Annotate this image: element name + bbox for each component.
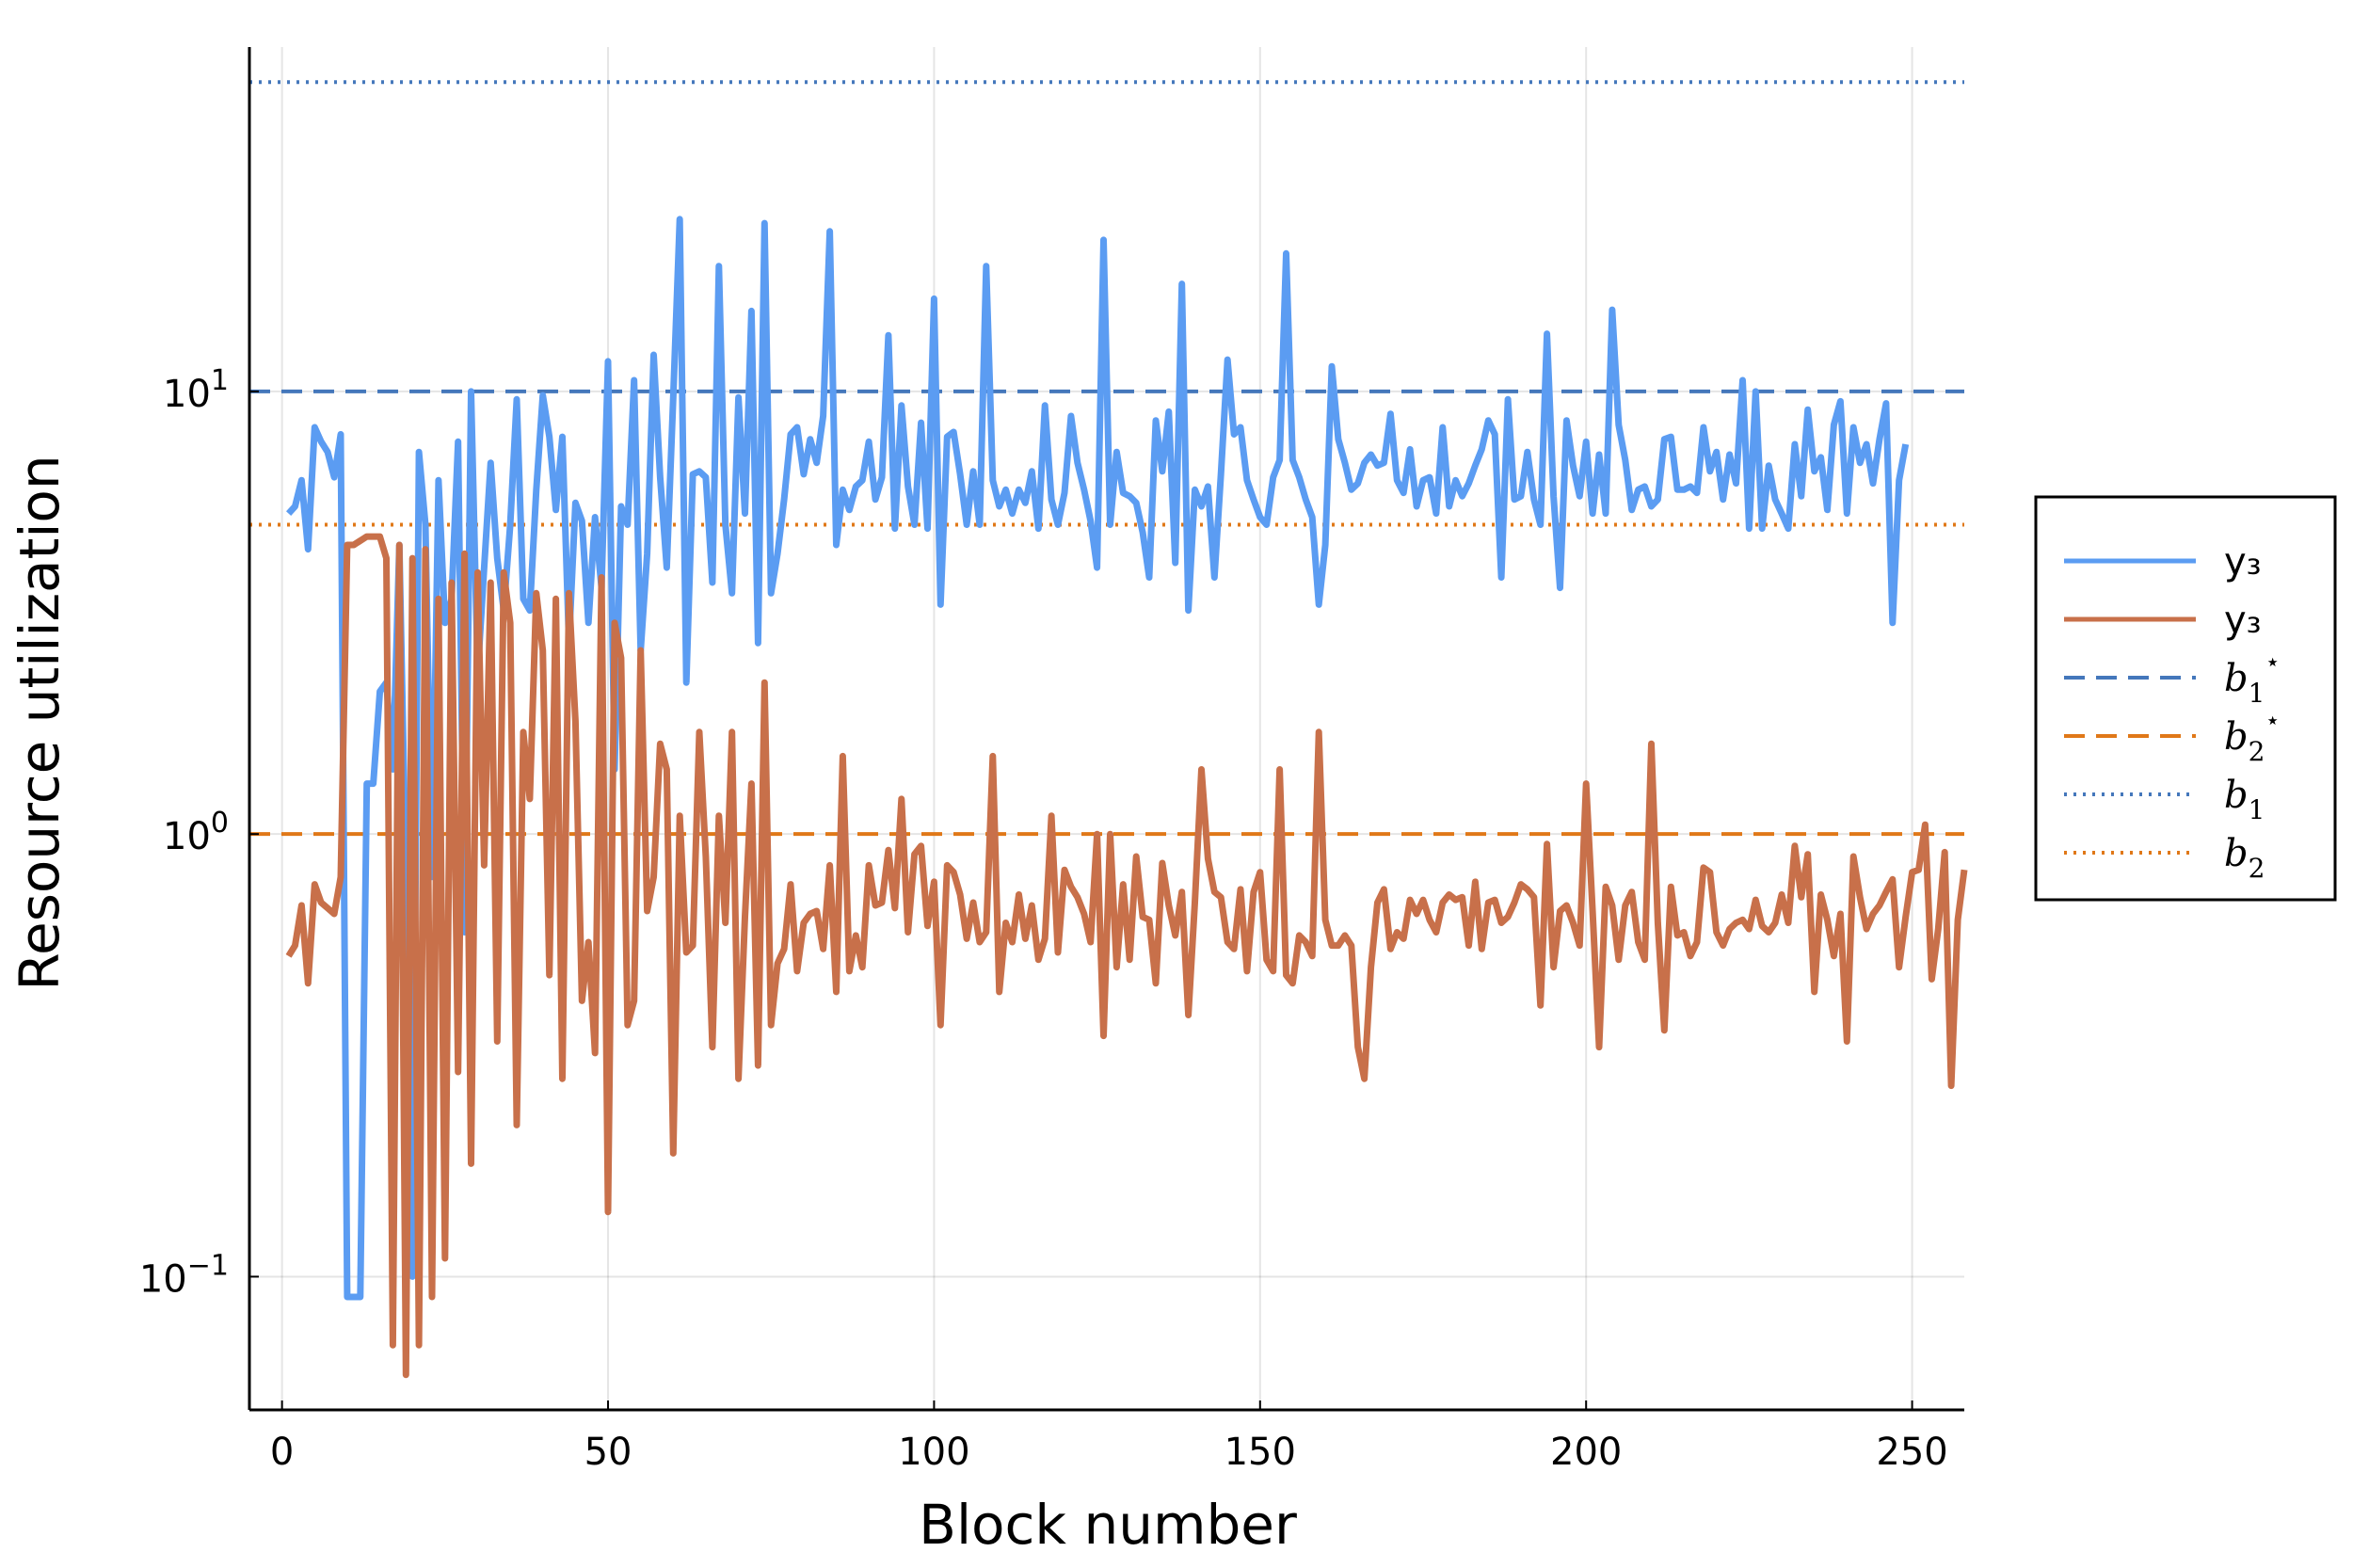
legend-label-series-2: y₃ bbox=[2224, 599, 2262, 642]
legend-label-b1-star: b1⋆ bbox=[2224, 648, 2281, 709]
x-axis-label: Block number bbox=[919, 1493, 1297, 1557]
series-line-2 bbox=[285, 533, 1968, 1379]
y-tick-label: 101 bbox=[163, 364, 229, 416]
x-tick-label: 0 bbox=[270, 1431, 294, 1474]
legend-label-b2-star: b2⋆ bbox=[2224, 707, 2281, 767]
x-tick-label: 50 bbox=[584, 1431, 632, 1474]
series-line-1 bbox=[286, 216, 1910, 1301]
legend-label-b2: b2 bbox=[2224, 832, 2265, 884]
y-tick-label: 10−1 bbox=[139, 1249, 229, 1301]
legend: y₃ y₃ b1⋆b2⋆ b1 b2 bbox=[2034, 495, 2337, 902]
legend-label-b1: b1 bbox=[2224, 774, 2265, 825]
x-tick-label: 100 bbox=[898, 1431, 969, 1474]
x-tick-label: 250 bbox=[1876, 1431, 1947, 1474]
y-axis-label: Resource utilization bbox=[8, 455, 72, 990]
series-layer bbox=[285, 216, 1968, 1379]
legend-box bbox=[2034, 495, 2337, 902]
axes bbox=[248, 47, 1964, 1412]
y-tick-label: 100 bbox=[163, 807, 229, 858]
legend-label-series-1: y₃ bbox=[2224, 540, 2262, 584]
x-tick-label: 200 bbox=[1550, 1431, 1622, 1474]
x-tick-label: 150 bbox=[1225, 1431, 1296, 1474]
ticks: 0 50 100 150 200 250 10−1 100 101 bbox=[139, 364, 1948, 1474]
